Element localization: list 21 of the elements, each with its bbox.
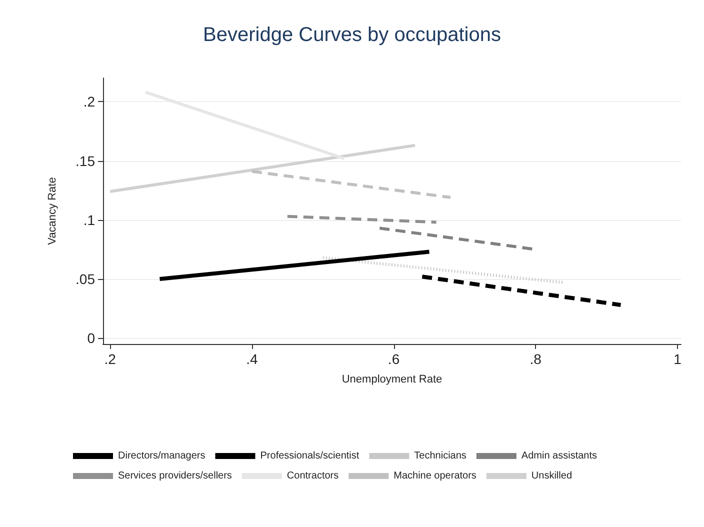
legend-label: Machine operators: [394, 470, 476, 482]
x-tick-label: .8: [530, 351, 542, 367]
legend-label: Contractors: [286, 470, 339, 482]
legend-label: Professionals/scientist: [260, 450, 360, 462]
legend-label: Admin assistants: [521, 450, 598, 462]
legend-label: Technicians: [414, 450, 466, 462]
x-axis-title: Unemployment Rate: [342, 374, 442, 386]
y-tick-label: .15: [76, 152, 96, 169]
y-axis-title: Vacancy Rate: [46, 177, 58, 245]
chart-title: Beveridge Curves by occupations: [203, 24, 501, 46]
legend-label: Directors/managers: [118, 450, 206, 462]
y-tick-label: 0: [87, 330, 96, 346]
legend-label: Unskilled: [531, 470, 572, 482]
x-tick-label: 1: [674, 351, 682, 367]
x-tick-label: .2: [104, 351, 116, 367]
y-tick-label: .05: [76, 270, 96, 287]
x-tick-label: .4: [246, 351, 258, 367]
legend-label: Services providers/sellers: [118, 470, 232, 482]
y-tick-label: .1: [83, 212, 96, 228]
x-tick-label: .6: [388, 351, 400, 367]
y-tick-label: .2: [83, 94, 96, 110]
